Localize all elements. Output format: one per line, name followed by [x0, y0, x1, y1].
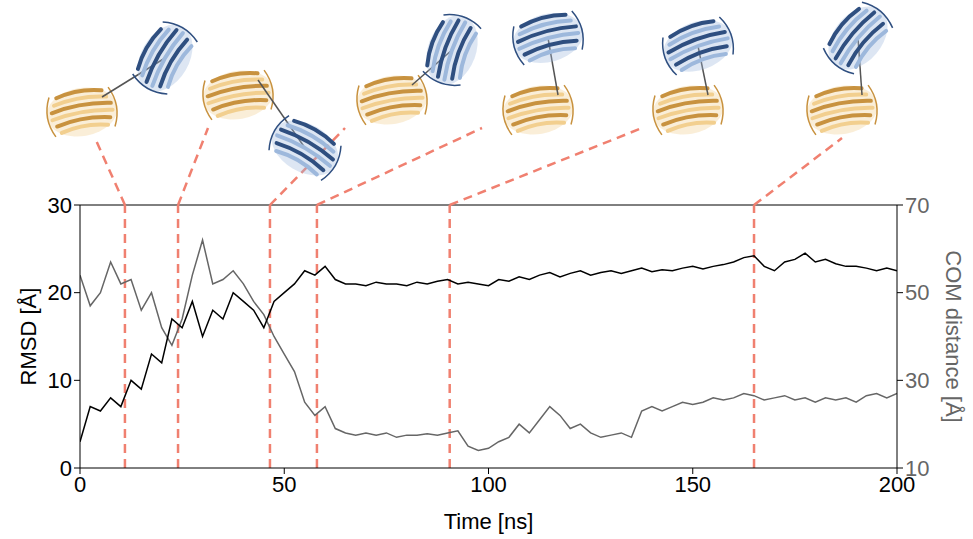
- svg-text:50: 50: [905, 280, 929, 305]
- svg-text:0: 0: [74, 472, 86, 497]
- svg-text:30: 30: [48, 193, 72, 218]
- svg-text:10: 10: [48, 368, 72, 393]
- svg-text:150: 150: [674, 472, 711, 497]
- svg-text:RMSD [Å]: RMSD [Å]: [16, 288, 41, 386]
- svg-text:100: 100: [470, 472, 507, 497]
- svg-text:Time [ns]: Time [ns]: [444, 509, 534, 534]
- svg-text:20: 20: [48, 280, 72, 305]
- svg-text:70: 70: [905, 193, 929, 218]
- svg-text:200: 200: [878, 471, 916, 497]
- svg-text:50: 50: [272, 472, 296, 497]
- svg-text:COM distance [Å]: COM distance [Å]: [941, 250, 966, 422]
- svg-text:30: 30: [905, 368, 929, 393]
- svg-text:0: 0: [60, 456, 72, 481]
- svg-text:10: 10: [905, 456, 929, 481]
